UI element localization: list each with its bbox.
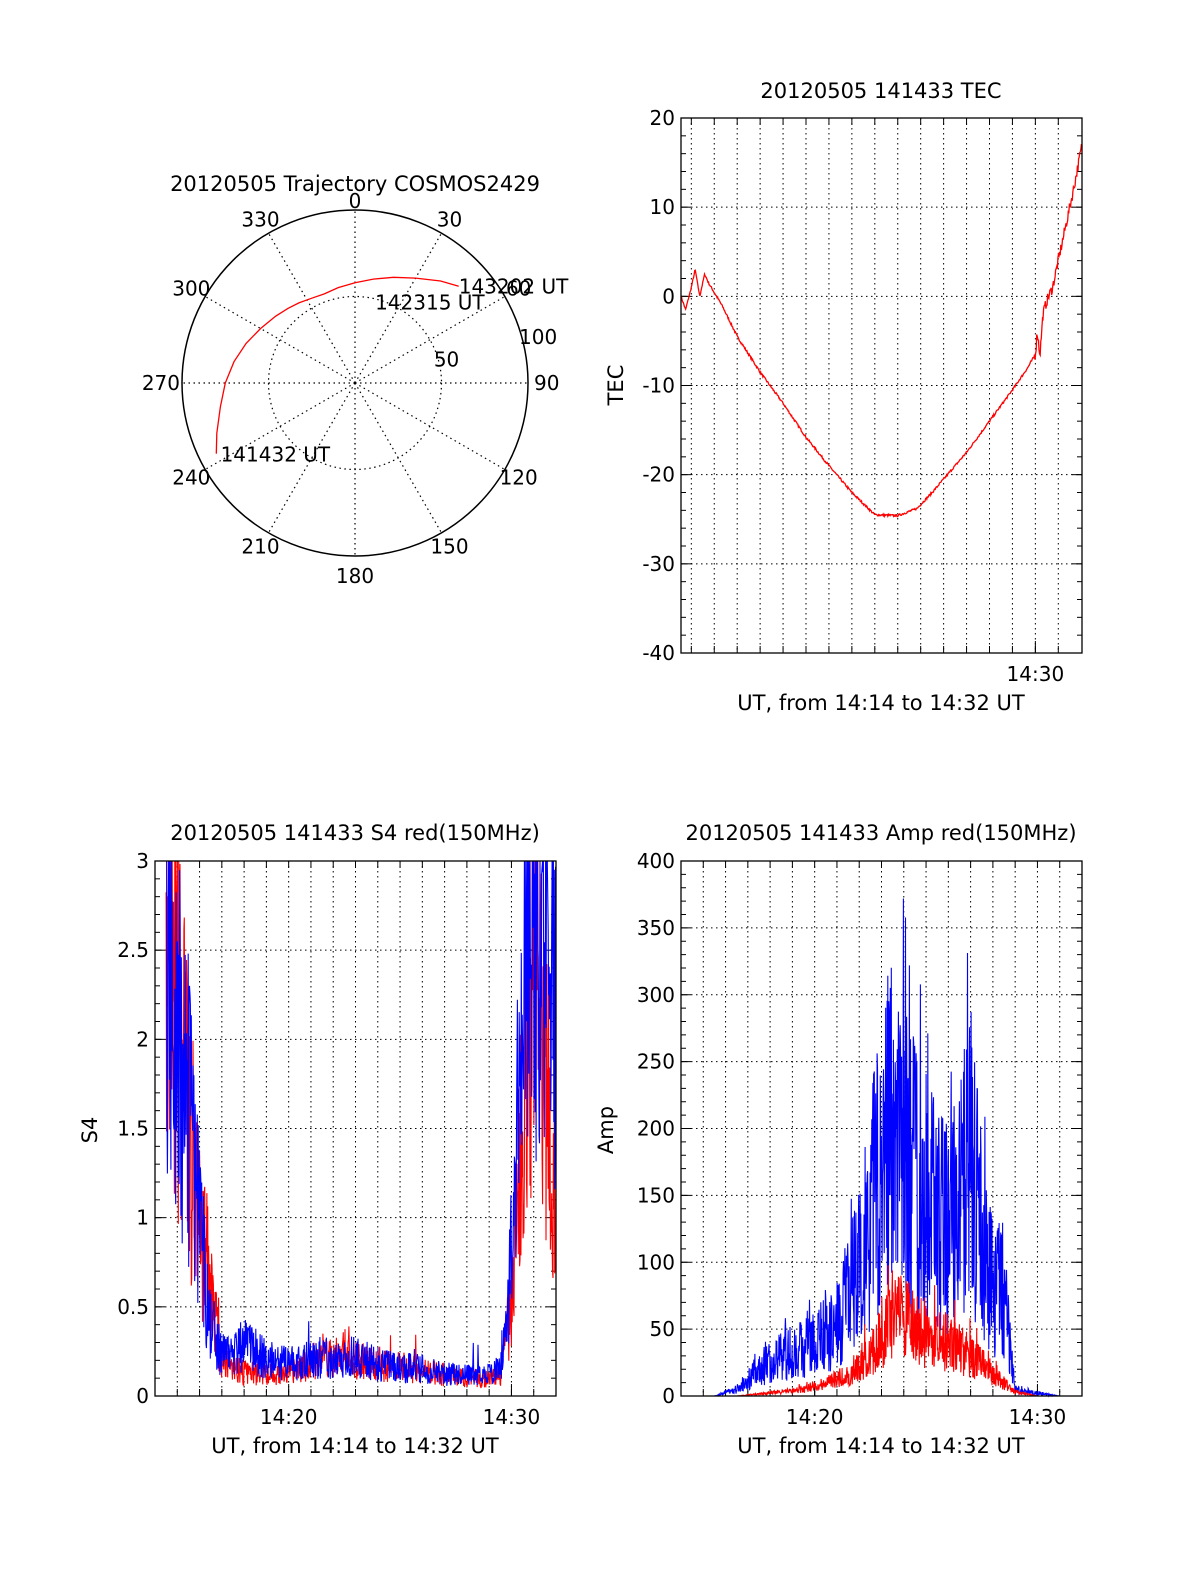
- polar-angle-label-270: 270: [142, 371, 180, 395]
- polar-angle-label-300: 300: [172, 277, 210, 301]
- amp-ticks: 0 50 100 150 200 250 300 350 400 14:20 14:30: [637, 849, 1082, 1429]
- x-tick-label: 14:30: [1007, 662, 1065, 686]
- polar-angle-label-240: 240: [172, 466, 210, 490]
- polar-chart-title: 20120505 Trajectory COSMOS2429: [170, 172, 540, 196]
- y-tick-label: 100: [637, 1250, 675, 1274]
- polar-angle-label-210: 210: [241, 535, 279, 559]
- polar-spoke-150: [354, 382, 443, 534]
- y-tick-label: -30: [642, 552, 675, 576]
- x-tick-label: 14:20: [260, 1405, 318, 1429]
- amp-series-line-0: [692, 898, 1082, 1398]
- y-tick-label: -40: [642, 641, 675, 665]
- y-tick-label: 300: [637, 983, 675, 1007]
- y-tick-label: 2.5: [117, 938, 149, 962]
- y-tick-label: 50: [650, 1317, 675, 1341]
- y-tick-label: 350: [637, 916, 675, 940]
- amp-chart-title: 20120505 141433 Amp red(150MHz): [685, 821, 1076, 845]
- y-tick-label: 10: [650, 195, 675, 219]
- polar-angle-label-120: 120: [500, 466, 538, 490]
- s4-series-line-1: [166, 860, 557, 1386]
- y-tick-label: 1.5: [117, 1117, 149, 1141]
- y-tick-label: 20: [650, 106, 675, 130]
- y-tick-label: 0: [662, 284, 675, 308]
- y-tick-label: 3: [136, 849, 149, 873]
- amp-series-lines: [692, 898, 1082, 1398]
- x-tick-label: 14:30: [1009, 1405, 1067, 1429]
- y-tick-label: 1: [136, 1206, 149, 1230]
- polar-grid: [182, 210, 528, 556]
- tec-chart-title: 20120505 141433 TEC: [760, 79, 1001, 103]
- polar-outer-circle: [181, 209, 529, 557]
- amp-panel: 20120505 141433 Amp red(150MHz) 0 50 100 15…: [594, 821, 1083, 1458]
- polar-spoke-210: [267, 382, 356, 534]
- s4-plot-frame: [154, 860, 557, 1397]
- y-tick-label: 150: [637, 1183, 675, 1207]
- tec-series-line: [680, 143, 1083, 519]
- s4-grid: [155, 861, 556, 1396]
- tec-panel: 20120505 141433 TEC -40 -30 -20 -10 0 10 20 14:…: [604, 79, 1083, 715]
- y-tick-label: 200: [637, 1117, 675, 1141]
- polar-radius-labels: 50 100: [434, 325, 557, 371]
- polar-angle-label-150: 150: [430, 535, 468, 559]
- trajectory-line: [215, 276, 459, 454]
- tec-y-axis-label: TEC: [604, 365, 628, 407]
- s4-y-axis-label: S4: [78, 1117, 102, 1144]
- tec-ticks: -40 -30 -20 -10 0 10 20 14:30: [642, 106, 1082, 686]
- amp-plot-frame: [680, 860, 1083, 1397]
- polar-angle-labels: 0 30 60 90 120 150 180 210 240 270 300 330: [142, 189, 560, 588]
- polar-spoke-330: [267, 232, 356, 384]
- s4-series-line-0: [165, 860, 557, 1389]
- s4-series-lines: [165, 860, 557, 1389]
- polar-spoke-30: [354, 232, 443, 384]
- amp-series-line-1: [692, 1265, 1082, 1397]
- s4-chart-title: 20120505 141433 S4 red(150MHz): [170, 821, 540, 845]
- polar-angle-label-60: 60: [506, 277, 531, 301]
- tec-plot-frame: [680, 117, 1083, 654]
- polar-radius-label-100: 100: [519, 325, 557, 349]
- y-tick-label: 400: [637, 849, 675, 873]
- y-tick-label: 2: [136, 1027, 149, 1051]
- y-tick-label: -10: [642, 374, 675, 398]
- polar-annotation-0: 143202 UT: [459, 274, 569, 298]
- polar-spoke-60: [354, 295, 506, 384]
- s4-panel: 20120505 141433 S4 red(150MHz) 0 0.5 1 1.5 2…: [78, 821, 557, 1458]
- tec-grid: [681, 118, 1082, 653]
- polar-angle-label-0: 0: [349, 189, 362, 213]
- polar-annotation-1: 142315 UT: [375, 290, 485, 314]
- s4-x-axis-label: UT, from 14:14 to 14:32 UT: [211, 1434, 499, 1458]
- polar-angle-label-180: 180: [336, 564, 374, 588]
- polar-angle-label-90: 90: [534, 371, 559, 395]
- x-tick-label: 14:20: [786, 1405, 844, 1429]
- polar-trajectory-panel: 20120505 Trajectory COSMOS2429 0 30 60 90 12…: [142, 172, 569, 588]
- polar-angle-label-330: 330: [241, 207, 279, 231]
- polar-spoke-120: [354, 382, 506, 471]
- polar-radius-label-50: 50: [434, 348, 459, 372]
- y-tick-label: 250: [637, 1050, 675, 1074]
- y-tick-label: 0: [662, 1384, 675, 1408]
- amp-x-axis-label: UT, from 14:14 to 14:32 UT: [737, 1434, 1025, 1458]
- polar-annotation-2: 141432 UT: [221, 442, 331, 466]
- polar-angle-label-30: 30: [437, 207, 462, 231]
- y-tick-label: -20: [642, 463, 675, 487]
- polar-spoke-300: [204, 295, 356, 384]
- y-tick-label: 0: [136, 1384, 149, 1408]
- amp-y-axis-label: Amp: [594, 1106, 618, 1154]
- x-tick-label: 14:30: [483, 1405, 541, 1429]
- polar-spoke-240: [204, 382, 356, 471]
- y-tick-label: 0.5: [117, 1295, 149, 1319]
- tec-x-axis-label: UT, from 14:14 to 14:32 UT: [737, 691, 1025, 715]
